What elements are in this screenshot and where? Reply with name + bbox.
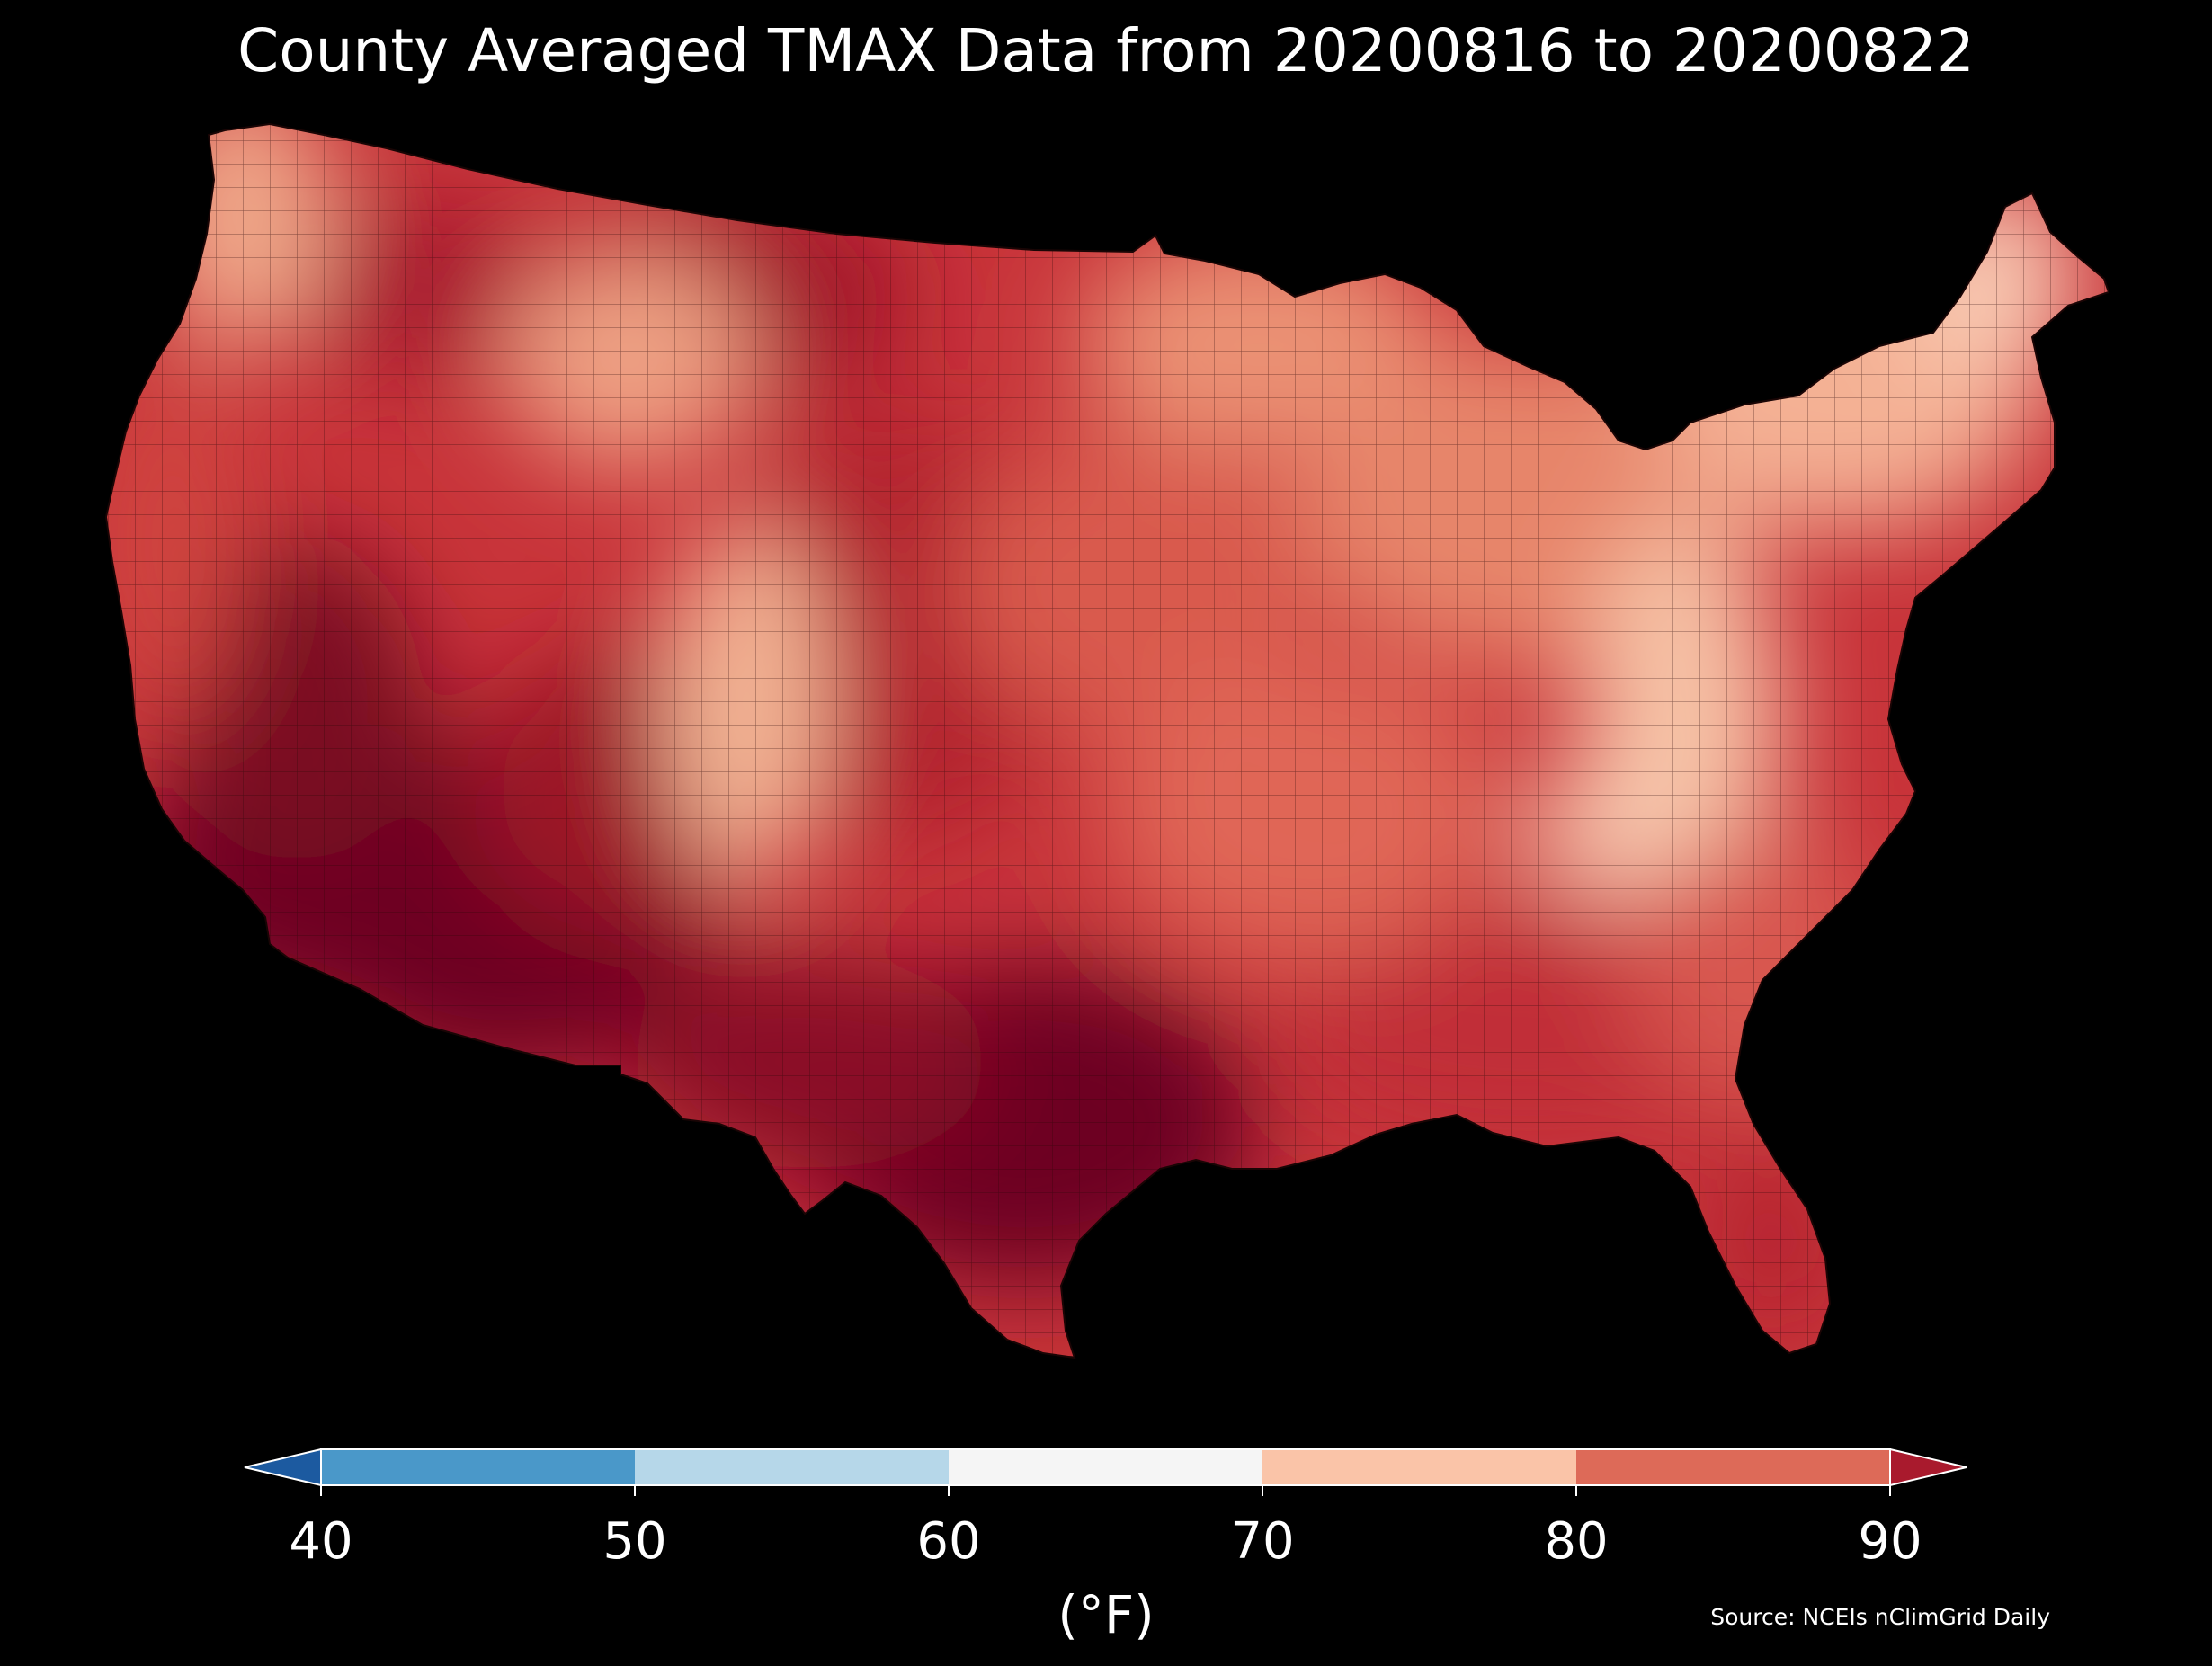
colorbar-bin-80-90 [1576,1449,1890,1485]
colorbar-unit-label: (°F) [1057,1584,1155,1645]
colorbar-extend-low [244,1448,322,1487]
colorbar-tick-60: 60 [916,1512,981,1571]
colorbar-tick-90: 90 [1858,1512,1922,1571]
colorbar-bin-60-70 [949,1449,1262,1485]
colorbar-bin-40-50 [321,1449,635,1485]
colorbar-bin-70-80 [1262,1449,1576,1485]
colorbar-bin-50-60 [635,1449,949,1485]
colorbar-tick-40: 40 [289,1512,353,1571]
colorbar-extend-high [1889,1448,1967,1487]
colorbar-tick-70: 70 [1230,1512,1295,1571]
map-title: County Averaged TMAX Data from 20200816 … [237,16,1975,85]
colorbar-tick-50: 50 [602,1512,667,1571]
source-credit: Source: NCEIs nClimGrid Daily [1710,1604,2050,1630]
us-county-map [106,124,2109,1358]
colorbar [244,1448,1967,1496]
colorbar-tick-80: 80 [1544,1512,1609,1571]
